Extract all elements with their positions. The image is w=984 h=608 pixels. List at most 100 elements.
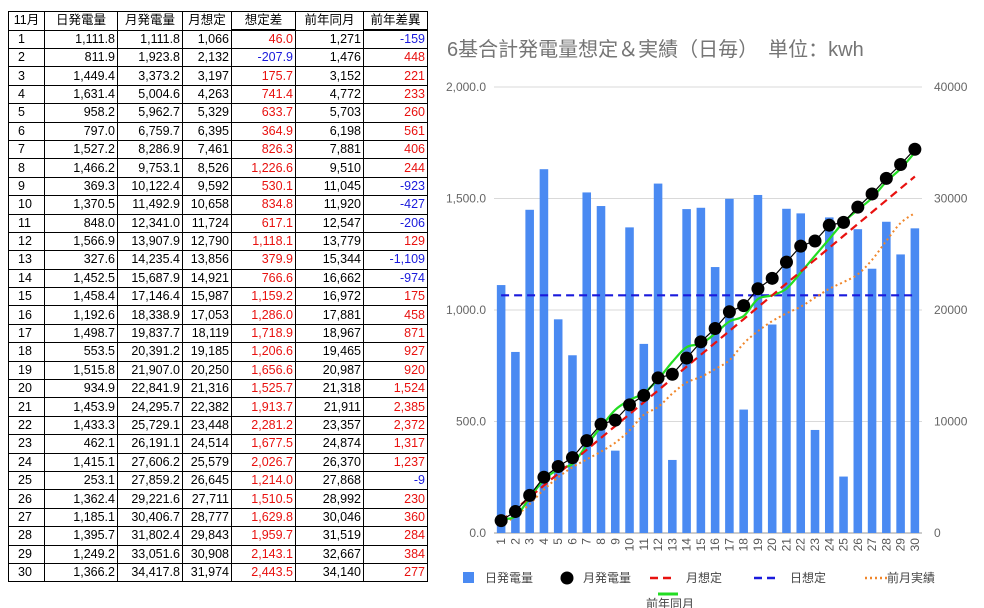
table-cell: 6,759.7	[117, 121, 183, 141]
table-cell: 3,373.2	[117, 66, 183, 86]
x-tick-label: 9	[608, 538, 622, 545]
monthly-generation-point	[508, 505, 522, 519]
header-prev-year-same-month: 前年同月	[295, 11, 364, 31]
table-cell: 25	[8, 470, 45, 491]
monthly-generation-point	[694, 335, 708, 349]
table-cell: 5,962.7	[117, 103, 183, 123]
table-cell: 1,629.8	[231, 507, 296, 528]
y-left-tick-label: 2,000.0	[446, 80, 486, 94]
table-cell: 30,908	[182, 544, 232, 564]
table-cell: 14,921	[182, 268, 232, 289]
table-cell: 26,191.1	[117, 434, 183, 454]
y-left-tick-label: 1,500.0	[446, 192, 486, 206]
table-cell: 1,631.4	[44, 84, 118, 105]
table-cell: 1,271	[295, 29, 364, 49]
table-cell: 1,185.1	[44, 507, 118, 528]
table-cell: 13,856	[182, 250, 232, 270]
bar	[553, 319, 563, 533]
bar	[639, 343, 649, 533]
bar	[739, 409, 748, 533]
x-tick-label: 12	[651, 538, 665, 552]
table-cell: 2,132	[182, 47, 232, 68]
x-tick-label: 15	[694, 538, 708, 552]
table-cell: 6,198	[295, 121, 364, 141]
table-row: 15 1,458.4 17,146.4 15,987 1,159.2 16,972 175	[8, 287, 428, 307]
table-cell: 26	[8, 489, 45, 509]
table-cell: 7,881	[295, 139, 364, 160]
table-cell: 28,992	[295, 489, 364, 509]
legend-item: 前月実績	[865, 570, 935, 585]
x-tick-label: 6	[565, 538, 579, 545]
x-tick-label: 22	[794, 538, 808, 552]
header-month: 11月	[8, 11, 45, 31]
table-cell: 379.9	[231, 250, 296, 270]
table-cell: 22,841.9	[117, 379, 183, 399]
table-cell: 811.9	[44, 47, 118, 68]
table-cell: 5,004.6	[117, 84, 183, 105]
table-cell: 1,498.7	[44, 323, 118, 344]
table-cell: 13,907.9	[117, 231, 183, 252]
table-cell: 1,395.7	[44, 526, 118, 546]
table-cell: 1,111.8	[117, 29, 183, 49]
x-tick-label: 25	[837, 538, 851, 552]
y-axis-right: 0 10000 20000 30000 40000	[934, 80, 968, 540]
table-cell: 7	[8, 139, 45, 160]
bar	[610, 450, 620, 533]
table-cell: 934.9	[44, 379, 118, 399]
x-tick-label: 27	[865, 538, 879, 552]
table-cell: 1,525.7	[231, 379, 296, 399]
y-left-tick-label: 0.0	[469, 526, 486, 540]
x-tick-label: 16	[708, 538, 722, 552]
y-right-tick-label: 40000	[934, 80, 968, 94]
table-cell: 1,527.2	[44, 139, 118, 160]
table-cell: 1,415.1	[44, 452, 118, 472]
table-cell: 3,152	[295, 66, 364, 86]
table-cell: 34,140	[295, 562, 364, 583]
table-cell: 253.1	[44, 470, 118, 491]
table-cell: 19,185	[182, 342, 232, 362]
monthly-generation-point	[537, 470, 551, 484]
x-tick-label: 3	[523, 538, 537, 545]
monthly-estimate-line	[500, 175, 916, 522]
table-cell: 15,687.9	[117, 268, 183, 289]
bar	[696, 207, 706, 533]
table-cell: 1,192.6	[44, 305, 118, 325]
table-cell: 17	[8, 323, 45, 344]
table-cell: 23,357	[295, 415, 364, 436]
monthly-generation-point	[494, 514, 508, 528]
table-cell: 15	[8, 287, 45, 307]
table-cell: 17,053	[182, 305, 232, 325]
table-cell: 1,510.5	[231, 489, 296, 509]
table-row: 30 1,366.2 34,417.8 31,974 2,443.5 34,140 277	[8, 562, 428, 583]
table-cell: 1,286.0	[231, 305, 296, 325]
table-cell: 5,703	[295, 103, 364, 123]
table-cell: 2	[8, 47, 45, 68]
monthly-generation-point	[594, 417, 608, 431]
table-cell: 28,777	[182, 507, 232, 528]
table-cell: 30,046	[295, 507, 364, 528]
table-cell: 2,281.2	[231, 415, 296, 436]
table-cell: 1,476	[295, 47, 364, 68]
bar	[782, 208, 791, 533]
table-row: 26 1,362.4 29,221.6 27,711 1,510.5 28,992 230	[8, 489, 428, 509]
table-cell: 8,286.9	[117, 139, 183, 160]
table-cell: 826.3	[231, 139, 296, 160]
table-cell: 26,370	[295, 452, 364, 472]
table-row: 27 1,185.1 30,406.7 28,777 1,629.8 30,046 360	[8, 507, 428, 528]
bar	[839, 476, 848, 533]
x-tick-label: 30	[908, 538, 922, 552]
x-tick-label: 5	[551, 538, 565, 545]
x-tick-label: 24	[822, 538, 836, 552]
table-cell: 1,214.0	[231, 470, 296, 491]
table-cell: 30	[8, 562, 45, 583]
monthly-generation-point	[708, 322, 722, 336]
table-cell: 260	[363, 103, 428, 123]
table-cell: 1,677.5	[231, 434, 296, 454]
table-cell: 5,329	[182, 103, 232, 123]
table-row: 4 1,631.4 5,004.6 4,263 741.4 4,772 233	[8, 84, 428, 105]
x-axis: 1 2 3 4 5 6 7 8 9 10 11 12 13 14 15 16 17 18 19 20 21 22 23 24 2…	[494, 538, 922, 552]
table-cell: 633.7	[231, 103, 296, 123]
legend-item: 前年同月	[646, 592, 694, 608]
table-cell: 1,226.6	[231, 158, 296, 178]
table-cell: 462.1	[44, 434, 118, 454]
